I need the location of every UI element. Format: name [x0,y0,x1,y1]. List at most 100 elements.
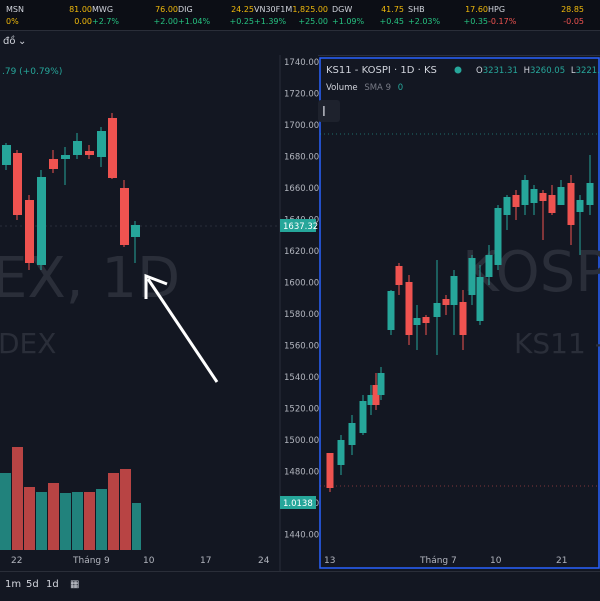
ticker-abs: +0.45 [379,17,404,26]
layout-label[interactable]: đồ [3,36,16,47]
candle [372,385,380,405]
price-tick: 1740.00 [284,58,319,68]
ticker-item[interactable]: MWG 76.00 +2.7% +2.00 [92,3,178,27]
price-tick: 1500.00 [284,436,319,446]
price-tick: 1600.00 [284,279,319,289]
price-tick: 1440.00 [284,531,319,541]
ticker-abs: +2.00 [153,17,178,26]
candle [348,423,356,445]
price-tick: 1580.00 [284,310,319,320]
ticker-change: +2.03% [408,17,441,26]
price-tick: 1540.00 [284,373,319,383]
ticker-symbol: DIG [178,5,193,14]
interval-1m[interactable]: 1m [5,579,22,590]
ticker-price: 81.00 [69,5,92,14]
ticker-abs: +0.35 [463,17,488,26]
left-watermark-sub: DEX [0,327,56,360]
ticker-change: +1.39% [254,17,287,26]
ticker-strip: MSN 81.00 0% 0.00 MWG 76.00 +2.7% +2.00 DIG 24.25… [0,0,600,31]
candle [530,189,538,203]
candle [548,195,556,213]
candle [450,276,458,305]
svg-text:Volume SMA 9 0: Volume SMA 9 0 [326,83,403,93]
price-tick: 1700.00 [284,121,319,131]
price-tick: 1560.00 [284,342,319,352]
price-tick: 1720.00 [284,90,319,100]
date-range-icon[interactable]: ▦ [70,579,80,590]
ticker-item[interactable]: DIG 24.25 +1.04% +0.25 [178,3,254,27]
ticker-change: +1.04% [178,17,211,26]
ticker-item[interactable]: SHB 17.60 +2.03% +0.35 [408,3,488,27]
left-date-tick: 24 [258,556,270,566]
ticker-change: 0% [6,17,19,26]
candle [49,159,58,169]
candle [512,195,520,207]
price-tick: 1680.00 [284,153,319,163]
candle [476,277,484,321]
right-date-tick: 21 [556,556,567,566]
arrow-annotation [144,273,219,383]
chevron-down-icon[interactable]: ⌄ [18,36,27,47]
candle [367,395,375,405]
candle [576,200,584,212]
cursor-tool-icon [318,100,340,122]
candle [586,183,594,205]
interval-5d[interactable]: 5d [26,579,39,590]
ticker-price: 24.25 [231,5,254,14]
ticker-symbol: HPG [488,5,506,14]
left-date-tick: 10 [143,556,155,566]
candle [131,225,140,237]
ticker-abs: 0.00 [74,17,92,26]
candle [73,141,82,155]
ticker-change: +1.09% [332,17,365,26]
candle [25,200,34,263]
candle [120,188,129,245]
candle [395,266,403,285]
ticker-item[interactable]: HPG 28.85 -0.17% -0.05 [488,3,584,27]
candle [442,299,450,305]
ticker-symbol: SHB [408,5,425,14]
candle [85,151,94,155]
ticker-symbol: MWG [92,5,114,14]
right-watermark-main: KOSPI [462,240,600,305]
candle [326,453,334,488]
ticker-abs: -0.05 [563,17,584,26]
right-date-tick: 13 [324,556,335,566]
candle [503,197,511,215]
candle [557,187,565,205]
candle [459,302,467,335]
ticker-item[interactable]: DGW 41.75 +1.09% +0.45 [332,3,404,27]
candle [13,153,22,215]
price-tick: 1660.00 [284,184,319,194]
ticker-item[interactable]: VN30F1M 1,825.00 +1.39% +25.00 [254,3,328,27]
ticker-price: 41.75 [381,5,404,14]
ticker-price: 28.85 [561,5,584,14]
candle [539,193,547,201]
price-label: 1637.32 [283,222,318,232]
ticker-item[interactable]: MSN 81.00 0% 0.00 [6,3,92,27]
right-chart-title: KS11 - KOSPI · 1D · KS [326,65,437,76]
candle [494,208,502,265]
ticker-price: 17.60 [465,5,488,14]
candle [567,183,575,225]
right-candles [326,155,594,492]
candle [359,401,367,433]
candle [485,255,493,277]
left-volume [0,447,141,550]
charts-area: EX, 1D DEX KOSPI KS11 - .79 (+0.79%) [0,55,600,571]
volume-label: 1.0138 [283,499,313,509]
left-date-tick: 17 [200,556,211,566]
candle [377,373,385,395]
ticker-change: -0.17% [488,17,517,26]
candle [387,291,395,330]
price-tick: 1480.00 [284,468,319,478]
ticker-abs: +25.00 [298,17,328,26]
right-date-tick: 10 [490,556,502,566]
svg-text:Ⅰ: Ⅰ [322,105,326,120]
candle [405,282,413,335]
interval-1d[interactable]: 1d [46,579,59,590]
volume-label-badge [280,496,316,509]
chart-toolbar: đồ ⌄ [0,31,600,56]
ticker-price: 76.00 [155,5,178,14]
candle [2,145,11,165]
